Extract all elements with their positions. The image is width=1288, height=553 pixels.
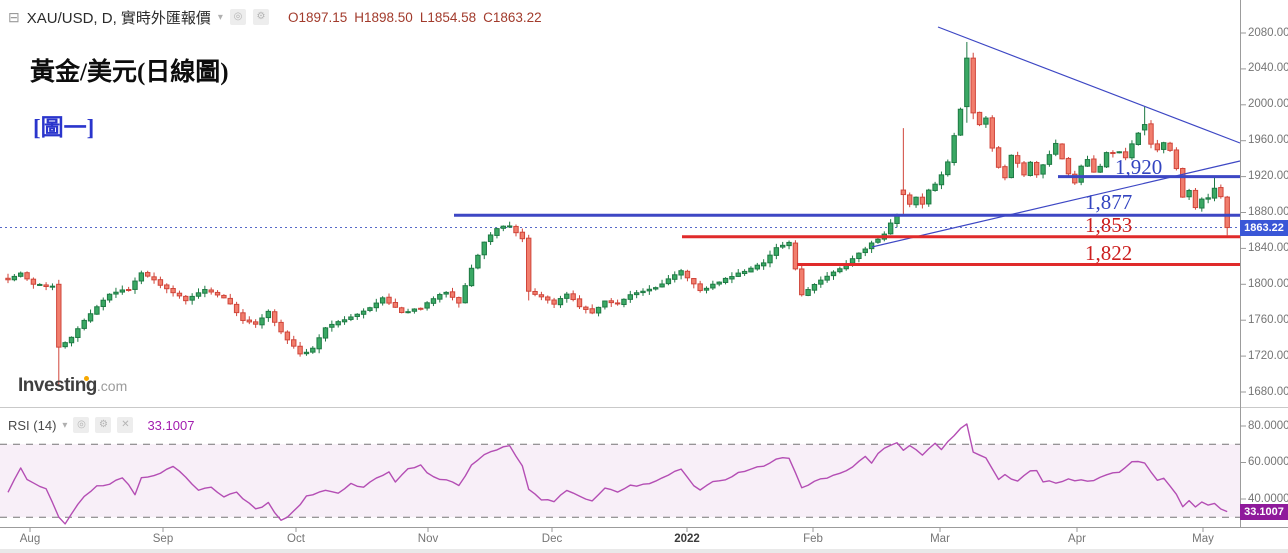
rsi-line	[7, 423, 1228, 525]
symbol-header: ⊟ XAU/USD, D, 實時外匯報價 ▾ ◎ ⚙ O1897.15 H189…	[8, 8, 542, 27]
close-icon[interactable]: ✕	[117, 417, 134, 433]
logo-suffix: .com	[96, 378, 128, 394]
rsi-header: RSI (14) ▾ ◎ ⚙ ✕ 33.1007	[8, 417, 194, 433]
logo-orange-dot	[84, 376, 89, 381]
rsi-band	[0, 444, 1240, 518]
symbol-title[interactable]: XAU/USD, D, 實時外匯報價	[26, 9, 211, 27]
collapse-icon[interactable]: ⊟	[8, 9, 20, 25]
current-price-badge: 1863.22	[1240, 220, 1288, 236]
ohlc-low: L1854.58	[419, 9, 477, 25]
candlestick-series	[5, 41, 1230, 386]
rsi-value: 33.1007	[147, 417, 195, 433]
logo-text: Investing	[18, 375, 97, 396]
caret-down-icon[interactable]: ▾	[62, 419, 68, 431]
chart-title: 黃金/美元(日線圖)	[30, 59, 229, 86]
caret-down-icon[interactable]: ▾	[217, 11, 223, 23]
investing-logo: Investing.com	[18, 375, 127, 397]
rsi-value-badge: 33.1007	[1240, 504, 1288, 520]
settings-icon[interactable]: ⚙	[252, 9, 269, 25]
ohlc-open: O1897.15	[287, 9, 348, 25]
rsi-pane	[0, 423, 1240, 525]
bottom-strip	[0, 549, 1288, 553]
visibility-icon[interactable]: ◎	[229, 9, 246, 25]
visibility-icon[interactable]: ◎	[73, 417, 90, 433]
descending-trendline	[937, 26, 1241, 144]
rsi-indicator-label[interactable]: RSI (14)	[8, 417, 57, 433]
settings-icon[interactable]: ⚙	[95, 417, 112, 433]
ohlc-high: H1898.50	[354, 9, 413, 25]
figure-label: [圖一]	[33, 115, 95, 140]
ohlc-close: C1863.22	[483, 9, 542, 25]
